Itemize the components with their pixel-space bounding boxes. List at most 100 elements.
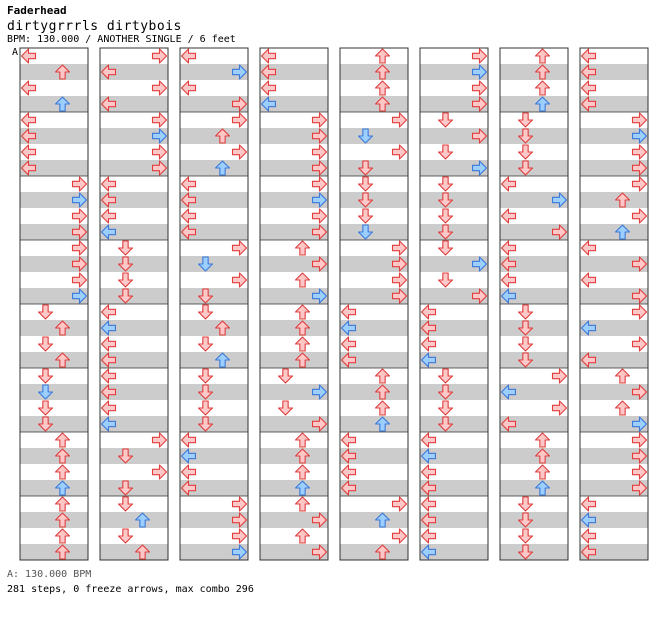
beat-band xyxy=(100,384,168,400)
left-arrow-icon xyxy=(340,336,357,352)
right-arrow-icon xyxy=(471,256,488,272)
beat-band xyxy=(580,400,648,416)
beat-band xyxy=(20,144,88,160)
right-arrow-icon xyxy=(471,80,488,96)
left-arrow-icon xyxy=(340,464,357,480)
down-arrow-icon xyxy=(357,128,374,144)
left-arrow-icon xyxy=(420,512,437,528)
left-arrow-icon xyxy=(500,208,517,224)
left-arrow-icon xyxy=(340,448,357,464)
right-arrow-icon xyxy=(71,240,88,256)
up-arrow-icon xyxy=(54,320,71,336)
beat-band xyxy=(100,416,168,432)
beat-band xyxy=(580,352,648,368)
left-arrow-icon xyxy=(580,320,597,336)
right-arrow-icon xyxy=(151,80,168,96)
beat-band xyxy=(100,240,168,256)
up-arrow-icon xyxy=(54,544,71,560)
right-arrow-icon xyxy=(71,224,88,240)
beat-band xyxy=(20,64,88,80)
song-title: dirtygrrrls dirtybois xyxy=(7,19,182,34)
up-arrow-icon xyxy=(294,432,311,448)
left-arrow-icon xyxy=(100,368,117,384)
beat-band xyxy=(500,224,568,240)
beat-band xyxy=(340,96,408,112)
up-arrow-icon xyxy=(534,464,551,480)
beat-band xyxy=(580,208,648,224)
left-arrow-icon xyxy=(500,288,517,304)
beat-band xyxy=(100,320,168,336)
beat-band xyxy=(20,304,88,320)
beat-band xyxy=(580,80,648,96)
beat-band xyxy=(580,320,648,336)
beat-band xyxy=(20,80,88,96)
down-arrow-icon xyxy=(197,384,214,400)
up-arrow-icon xyxy=(374,512,391,528)
beat-band xyxy=(580,144,648,160)
left-arrow-icon xyxy=(420,432,437,448)
down-arrow-icon xyxy=(197,400,214,416)
beat-band xyxy=(180,496,248,512)
beat-band xyxy=(180,192,248,208)
beat-band xyxy=(580,128,648,144)
beat-band xyxy=(20,384,88,400)
right-arrow-icon xyxy=(311,176,328,192)
right-arrow-icon xyxy=(631,448,648,464)
right-arrow-icon xyxy=(311,544,328,560)
right-arrow-icon xyxy=(631,128,648,144)
beat-band xyxy=(500,496,568,512)
beat-band xyxy=(340,400,408,416)
beat-band xyxy=(580,512,648,528)
right-arrow-icon xyxy=(391,256,408,272)
beat-band xyxy=(180,80,248,96)
bpm-summary: A: 130.000 BPM xyxy=(7,569,92,580)
left-arrow-icon xyxy=(580,496,597,512)
right-arrow-icon xyxy=(471,288,488,304)
beat-band xyxy=(20,448,88,464)
down-arrow-icon xyxy=(197,288,214,304)
left-arrow-icon xyxy=(180,176,197,192)
down-arrow-icon xyxy=(517,160,534,176)
beat-band xyxy=(340,480,408,496)
right-arrow-icon xyxy=(311,416,328,432)
right-arrow-icon xyxy=(391,112,408,128)
beat-band xyxy=(100,304,168,320)
beat-band xyxy=(260,432,328,448)
beat-band xyxy=(100,336,168,352)
beat-band xyxy=(20,480,88,496)
left-arrow-icon xyxy=(340,352,357,368)
beat-band xyxy=(340,432,408,448)
down-arrow-icon xyxy=(117,528,134,544)
right-arrow-icon xyxy=(631,288,648,304)
left-arrow-icon xyxy=(420,336,437,352)
beat-band xyxy=(580,304,648,320)
left-arrow-icon xyxy=(500,240,517,256)
down-arrow-icon xyxy=(277,368,294,384)
up-arrow-icon xyxy=(534,448,551,464)
beat-band xyxy=(260,384,328,400)
beat-band xyxy=(340,416,408,432)
beat-band xyxy=(580,288,648,304)
beat-band xyxy=(340,192,408,208)
left-arrow-icon xyxy=(340,480,357,496)
beat-band xyxy=(20,112,88,128)
beat-band xyxy=(420,144,488,160)
beat-band xyxy=(420,496,488,512)
beat-band xyxy=(500,528,568,544)
chart-column xyxy=(339,47,409,561)
beat-band xyxy=(580,384,648,400)
left-arrow-icon xyxy=(20,48,37,64)
right-arrow-icon xyxy=(631,336,648,352)
left-arrow-icon xyxy=(100,96,117,112)
beat-band xyxy=(20,128,88,144)
beat-band xyxy=(420,464,488,480)
left-arrow-icon xyxy=(580,352,597,368)
beat-band xyxy=(420,224,488,240)
beat-band xyxy=(260,256,328,272)
right-arrow-icon xyxy=(151,144,168,160)
column-border xyxy=(179,47,249,561)
left-arrow-icon xyxy=(340,432,357,448)
beat-band xyxy=(580,112,648,128)
up-arrow-icon xyxy=(374,96,391,112)
beat-band xyxy=(180,544,248,560)
